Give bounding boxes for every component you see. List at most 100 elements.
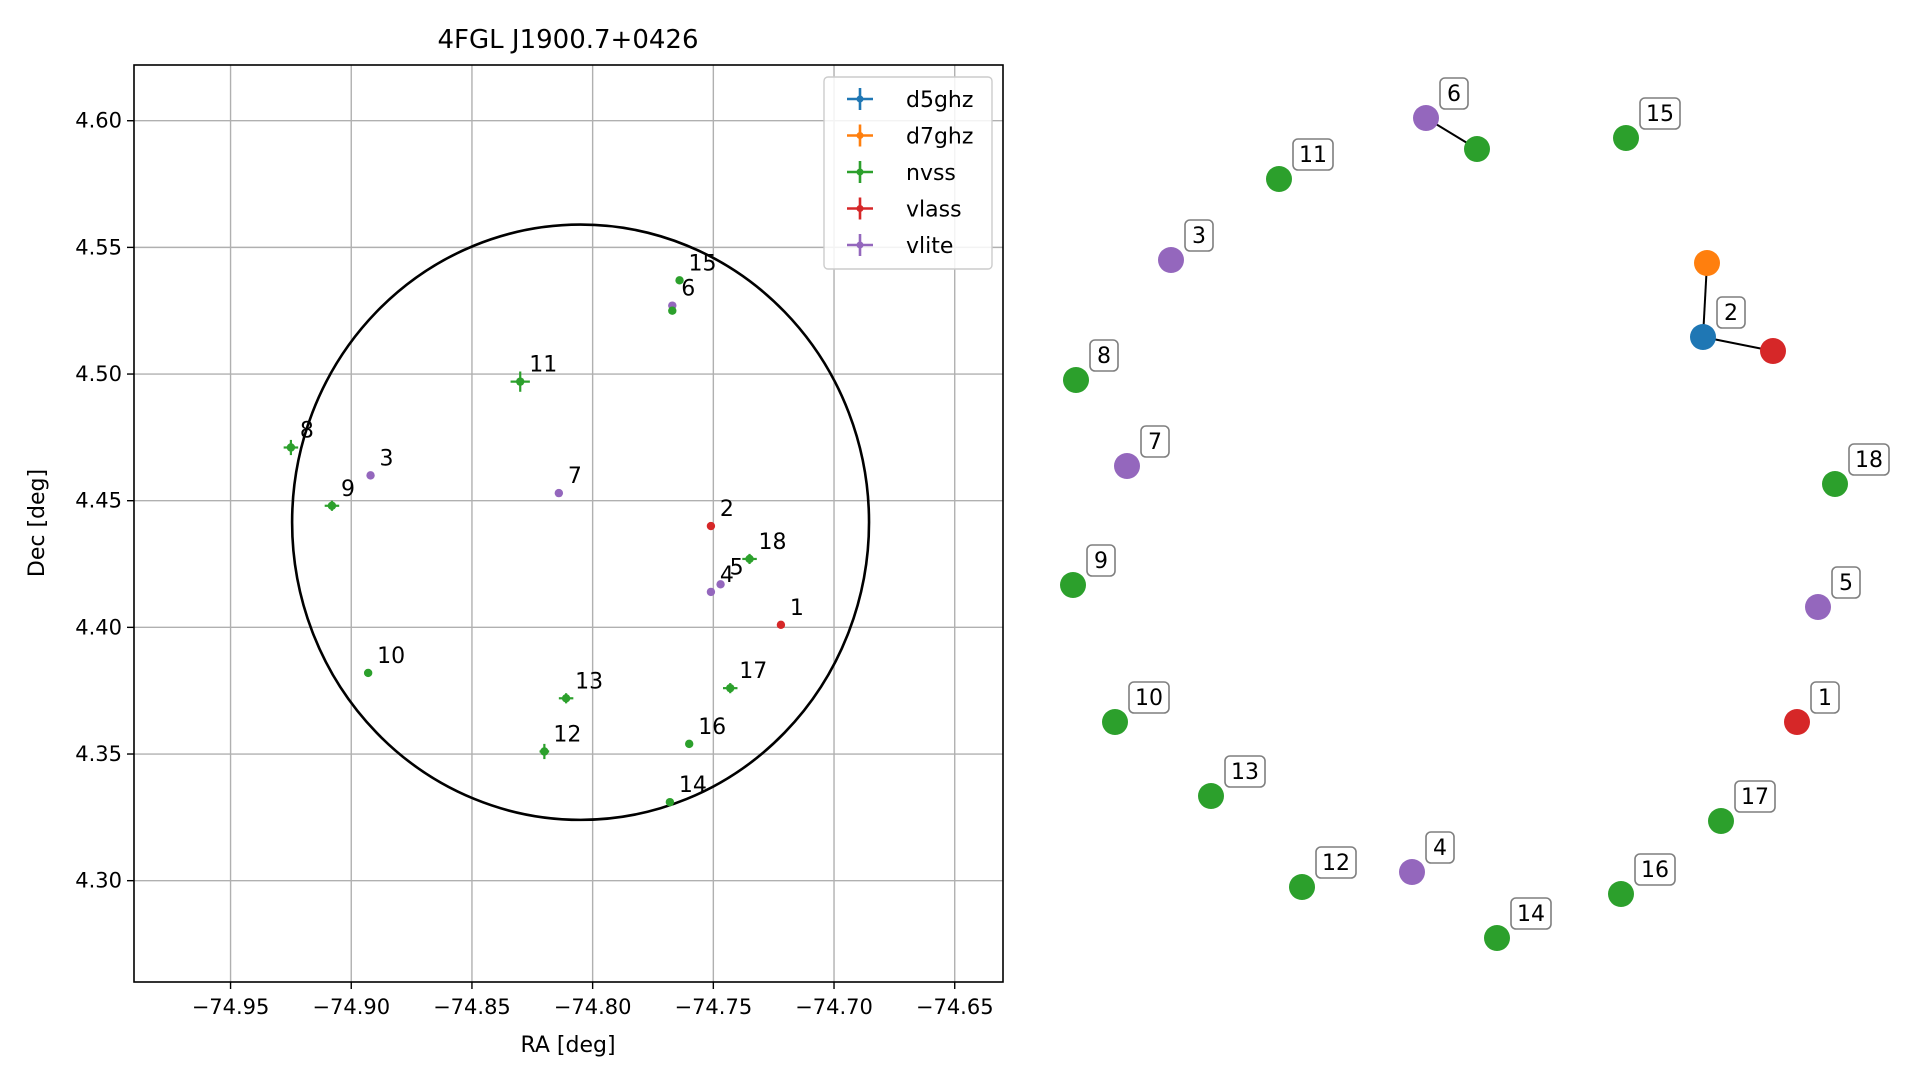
point-label: 13: [575, 669, 603, 694]
point-label: 9: [341, 477, 355, 502]
point-marker: [363, 668, 373, 678]
node-label-box: [1292, 138, 1334, 171]
point-label: 11: [529, 353, 557, 378]
point-label: 16: [698, 715, 726, 740]
point-label: 10: [377, 644, 405, 669]
x-tick-label: −74.65: [916, 995, 994, 1019]
node-label: 7: [1148, 430, 1162, 455]
node-circle: [1158, 247, 1184, 273]
node-label: 11: [1299, 143, 1327, 168]
point-marker: [665, 797, 675, 807]
node-label-box: [1734, 780, 1776, 813]
legend-marker-dot: [856, 205, 864, 212]
point-label: 15: [689, 251, 717, 276]
diagram-node: 3: [1158, 219, 1214, 273]
node-label-box: [1224, 755, 1266, 788]
node-label-box: [1425, 831, 1455, 864]
point-marker: [776, 620, 786, 630]
diagram-node: 10: [1102, 681, 1170, 735]
diagram-node: 4: [1399, 831, 1455, 885]
data-point: 18: [742, 530, 787, 565]
point-marker: [366, 471, 375, 480]
point-marker: [516, 377, 525, 386]
data-point: 14: [665, 773, 707, 807]
node-circle: [1484, 925, 1510, 951]
node-circle: [1114, 453, 1140, 479]
point-marker: [554, 488, 564, 498]
legend-entry: d5ghz: [847, 88, 973, 113]
point-label: 8: [300, 419, 314, 444]
node-circle: [1198, 783, 1224, 809]
chart-title: 4FGL J1900.7+0426: [438, 25, 699, 55]
y-tick-label: 4.35: [75, 742, 122, 766]
node-label: 13: [1231, 760, 1259, 785]
node-circle: [1060, 572, 1086, 598]
node-circle: [1784, 709, 1810, 735]
diagram-node: 13: [1198, 755, 1266, 809]
legend-entry: nvss: [847, 161, 956, 186]
node-label: 8: [1097, 344, 1111, 369]
node-circle: [1608, 881, 1634, 907]
node-label-box: [1128, 681, 1170, 714]
data-point: 5: [716, 555, 744, 589]
data-point: 17: [722, 659, 767, 694]
node-circle: [1694, 250, 1720, 276]
node-circle: [1760, 338, 1786, 364]
point-label: 6: [681, 277, 695, 302]
node-label-box: [1315, 846, 1357, 879]
node-label: 1: [1818, 686, 1832, 711]
node-label: 14: [1517, 902, 1545, 927]
diagram-node: [1464, 136, 1490, 162]
diagram-node: 16: [1608, 853, 1676, 907]
point-marker: [286, 443, 296, 452]
node-circle: [1399, 859, 1425, 885]
point-marker: [726, 683, 735, 693]
data-point: 15: [675, 251, 717, 285]
localization-ellipse: [290, 223, 871, 822]
data-point: 3: [366, 446, 394, 480]
legend-label: vlite: [906, 234, 953, 259]
node-label: 16: [1641, 858, 1669, 883]
legend-entry: d7ghz: [847, 124, 973, 150]
point-marker: [716, 580, 725, 589]
point-label: 17: [739, 659, 767, 684]
node-label: 10: [1135, 686, 1163, 711]
node-circle: [1690, 324, 1716, 350]
data-point: 6: [668, 277, 695, 310]
diagram-node: 15: [1613, 97, 1681, 151]
node-label-box: [1089, 339, 1119, 372]
legend-entry: vlite: [847, 234, 953, 259]
data-point: 16: [684, 715, 726, 749]
y-tick-label: 4.60: [75, 109, 122, 133]
node-label: 12: [1322, 851, 1350, 876]
node-circle: [1063, 367, 1089, 393]
point-marker: [706, 587, 716, 597]
node-label-box: [1634, 853, 1676, 886]
y-tick-label: 4.30: [75, 869, 122, 893]
node-label: 18: [1855, 448, 1883, 473]
node-label-box: [1831, 566, 1861, 599]
point-label: 18: [759, 530, 787, 555]
legend-label: nvss: [906, 161, 956, 186]
node-label-box: [1510, 897, 1552, 930]
plot-frame: [133, 64, 1004, 983]
node-label-box: [1848, 443, 1890, 476]
point-label: 5: [730, 555, 744, 580]
y-axis-label: Dec [deg]: [25, 469, 50, 577]
node-label-box: [1639, 97, 1681, 130]
y-tick-label: 4.55: [75, 235, 122, 259]
diagram-node: 5: [1805, 566, 1861, 620]
y-tick-label: 4.50: [75, 362, 122, 386]
point-marker: [668, 306, 677, 315]
node-circle: [1413, 105, 1439, 131]
x-tick-label: −74.95: [192, 995, 270, 1019]
node-label-box: [1810, 681, 1840, 714]
legend-label: vlass: [906, 198, 962, 223]
data-point: 7: [554, 464, 582, 498]
point-marker: [327, 501, 337, 510]
point-marker: [745, 554, 754, 564]
diagram-node: 2: [1690, 296, 1746, 350]
